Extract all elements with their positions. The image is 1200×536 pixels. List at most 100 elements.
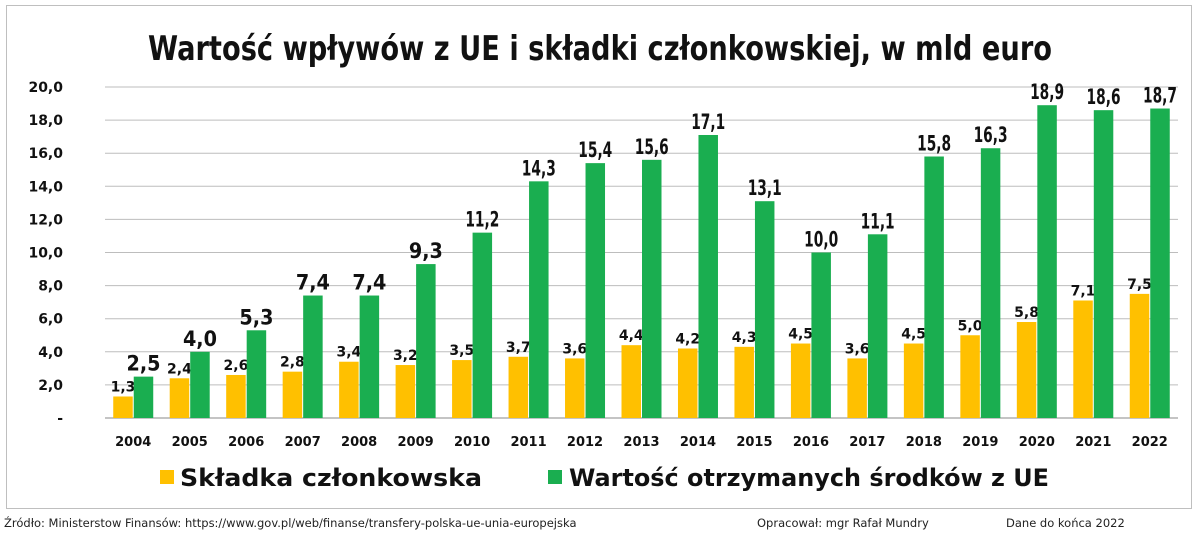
bar-eu-funds (303, 295, 323, 418)
data-label-eu-funds: 15,4 (578, 138, 612, 162)
data-label-eu-funds: 18,6 (1087, 85, 1121, 109)
bar-contribution (169, 378, 190, 418)
data-label-eu-funds: 7,4 (296, 271, 330, 295)
bar-contribution (226, 374, 246, 418)
x-tick-label: 2010 (454, 435, 490, 450)
data-label-eu-funds: 7,4 (352, 271, 386, 295)
bar-contribution (1129, 293, 1150, 418)
date-note: Dane do końca 2022 (1006, 516, 1125, 530)
bar-contribution (452, 360, 472, 418)
bar-contribution (621, 345, 641, 418)
bar-eu-funds (416, 264, 436, 418)
y-tick-label: 2,0 (38, 378, 63, 394)
bar-eu-funds (133, 376, 154, 418)
bar-eu-funds (1150, 108, 1170, 418)
x-tick-label: 2009 (398, 435, 434, 450)
y-tick-label: 12,0 (28, 212, 63, 228)
legend-swatch-contribution (160, 470, 174, 484)
data-label-contribution: 3,7 (506, 340, 531, 356)
bar-contribution (960, 335, 980, 418)
x-tick-label: 2012 (567, 435, 603, 450)
data-label-contribution: 2,4 (167, 361, 192, 377)
data-label-eu-funds: 9,3 (409, 239, 443, 263)
bar-contribution (1073, 300, 1093, 418)
data-label-eu-funds: 15,6 (635, 135, 669, 159)
x-tick-label: 2004 (115, 435, 151, 450)
bar-contribution (790, 343, 811, 418)
x-tick-label: 2011 (510, 435, 546, 450)
y-tick-label: 6,0 (38, 312, 63, 328)
y-tick-label: - (57, 411, 63, 427)
x-tick-label: 2019 (962, 435, 998, 450)
data-label-contribution: 5,0 (958, 318, 983, 334)
bar-chart: Wartość wpływów z UE i składki członkows… (28, 29, 1178, 492)
y-tick-label: 10,0 (28, 246, 63, 262)
y-tick-label: 4,0 (38, 345, 63, 361)
data-label-contribution: 1,3 (111, 379, 136, 395)
data-label-contribution: 7,1 (1071, 283, 1096, 299)
bar-contribution (339, 361, 359, 418)
data-label-contribution: 2,8 (280, 355, 305, 371)
bar-eu-funds (1037, 105, 1057, 418)
bar-eu-funds (698, 134, 718, 418)
data-label-eu-funds: 18,7 (1143, 84, 1177, 108)
bar-contribution (113, 396, 133, 418)
data-label-contribution: 4,4 (619, 328, 644, 344)
data-label-contribution: 2,6 (224, 358, 249, 374)
footer: Źródło: Ministerstow Finansów: https://w… (0, 512, 1200, 534)
bar-contribution (734, 346, 754, 418)
legend-label-contribution: Składka członkowska (180, 464, 482, 492)
data-label-eu-funds: 5,3 (239, 305, 273, 329)
bar-contribution (395, 365, 416, 418)
bar-eu-funds (585, 163, 606, 418)
bar-contribution (677, 348, 698, 418)
x-tick-label: 2008 (341, 435, 377, 450)
y-tick-label: 8,0 (38, 279, 63, 295)
data-label-contribution: 4,3 (732, 330, 757, 346)
y-tick-label: 20,0 (28, 80, 63, 96)
y-tick-label: 16,0 (28, 146, 63, 162)
bar-eu-funds (924, 156, 944, 418)
x-tick-label: 2018 (906, 435, 942, 450)
bar-eu-funds (246, 330, 267, 418)
bar-contribution (508, 356, 529, 418)
data-label-contribution: 3,4 (336, 345, 361, 361)
x-tick-label: 2013 (623, 435, 659, 450)
data-label-contribution: 3,2 (393, 348, 418, 364)
legend-label-eu-funds: Wartość otrzymanych środków z UE (569, 464, 1049, 492)
data-label-eu-funds: 14,3 (522, 156, 556, 180)
bar-eu-funds (1093, 110, 1114, 419)
x-tick-label: 2016 (793, 435, 829, 450)
bar-eu-funds (190, 351, 210, 418)
bar-contribution (282, 371, 303, 418)
x-tick-label: 2021 (1075, 435, 1111, 450)
data-label-eu-funds: 18,9 (1030, 80, 1064, 104)
bar-contribution (847, 358, 867, 418)
bar-eu-funds (529, 181, 549, 418)
x-tick-label: 2017 (849, 435, 885, 450)
data-label-eu-funds: 15,8 (917, 132, 951, 156)
bar-eu-funds (359, 295, 380, 418)
x-tick-label: 2006 (228, 435, 264, 450)
x-tick-label: 2022 (1132, 435, 1168, 450)
bar-eu-funds (980, 148, 1001, 419)
x-tick-label: 2014 (680, 435, 716, 450)
bar-eu-funds (642, 159, 662, 418)
y-tick-label: 18,0 (28, 113, 63, 129)
data-label-eu-funds: 10,0 (804, 228, 838, 252)
data-label-eu-funds: 17,1 (691, 110, 725, 134)
x-tick-label: 2005 (172, 435, 208, 450)
author-note: Opracował: mgr Rafał Mundry (757, 516, 929, 530)
x-tick-label: 2015 (736, 435, 772, 450)
x-tick-label: 2020 (1019, 435, 1055, 450)
bar-contribution (565, 358, 585, 418)
bar-eu-funds (811, 252, 831, 418)
bar-contribution (1016, 322, 1037, 418)
legend-swatch-eu-funds (548, 470, 562, 484)
data-label-eu-funds: 4,0 (183, 327, 217, 351)
data-label-eu-funds: 11,1 (861, 209, 895, 233)
bar-eu-funds (754, 201, 775, 418)
bar-eu-funds (472, 232, 493, 418)
data-label-contribution: 7,5 (1127, 277, 1152, 293)
source-note: Źródło: Ministerstow Finansów: https://w… (4, 516, 577, 530)
